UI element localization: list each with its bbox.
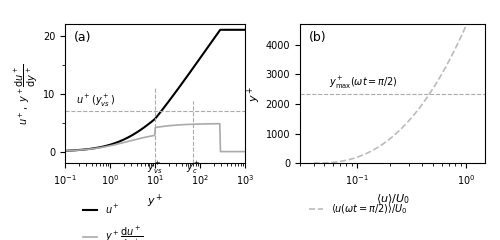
Legend: $u^+$, $y^+\dfrac{\mathrm{d}u^+}{\mathrm{d}y^+}$: $u^+$, $y^+\dfrac{\mathrm{d}u^+}{\mathrm… [79,199,148,240]
Text: $u^+(y^+_{vs})$: $u^+(y^+_{vs})$ [76,93,116,109]
Y-axis label: $u^+,\ y^+\dfrac{\mathrm{d}u^+}{\mathrm{d}y^+}$: $u^+,\ y^+\dfrac{\mathrm{d}u^+}{\mathrm{… [13,63,40,125]
Text: (b): (b) [309,31,327,44]
Text: (a): (a) [74,31,92,44]
Text: $y^+_{\mathrm{max}}(\omega t=\pi/2)$: $y^+_{\mathrm{max}}(\omega t=\pi/2)$ [328,75,398,91]
Y-axis label: $y^+$: $y^+$ [246,85,263,102]
Text: $y^+_c$: $y^+_c$ [186,160,200,176]
X-axis label: $y^+$: $y^+$ [147,192,163,210]
X-axis label: $\langle u\rangle/U_0$: $\langle u\rangle/U_0$ [376,192,410,206]
Legend: $\langle u(\omega t=\pi/2)\rangle/U_0$: $\langle u(\omega t=\pi/2)\rangle/U_0$ [305,199,412,220]
Text: $y^+_{vs}$: $y^+_{vs}$ [148,160,162,176]
